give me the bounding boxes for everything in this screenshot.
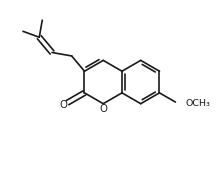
Text: O: O	[99, 104, 107, 114]
Text: OCH₃: OCH₃	[186, 99, 211, 108]
Text: O: O	[59, 100, 67, 110]
